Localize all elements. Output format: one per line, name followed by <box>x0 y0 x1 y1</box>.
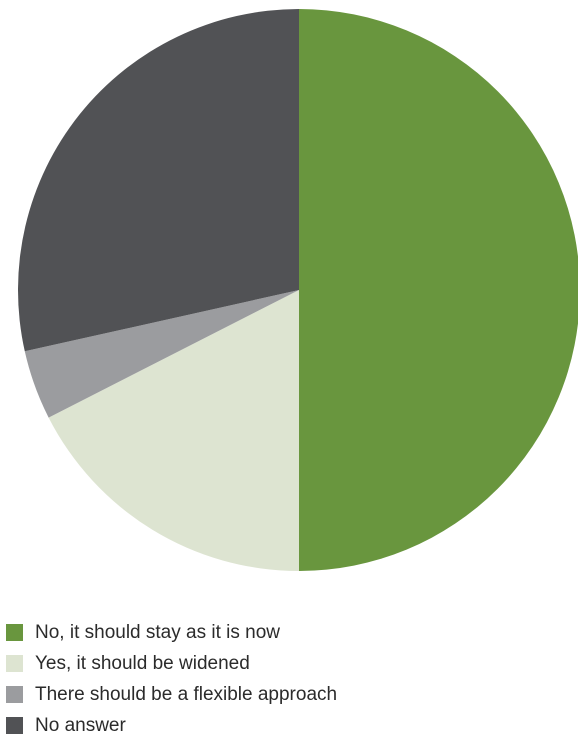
legend-item-4: No answer <box>6 710 337 741</box>
legend-label: Yes, it should be widened <box>35 653 250 674</box>
legend-item-3: There should be a flexible approach <box>6 679 337 710</box>
pie-slice-1 <box>299 9 578 571</box>
legend-item-2: Yes, it should be widened <box>6 648 337 679</box>
legend-swatch <box>6 624 23 641</box>
pie-slice-3 <box>24 290 300 418</box>
legend-swatch <box>6 717 23 734</box>
legend-label: No answer <box>35 715 126 736</box>
pie-slice-2 <box>48 290 299 571</box>
legend-label: There should be a flexible approach <box>35 684 338 705</box>
legend-swatch <box>6 686 23 703</box>
legend-item-1: No, it should stay as it is now <box>6 617 337 648</box>
legend-swatch <box>6 655 23 672</box>
pie-chart <box>18 9 578 571</box>
legend-label: No, it should stay as it is now <box>35 622 280 643</box>
pie-slice-4 <box>18 9 299 352</box>
chart-legend: No, it should stay as it is now Yes, it s… <box>6 617 337 741</box>
